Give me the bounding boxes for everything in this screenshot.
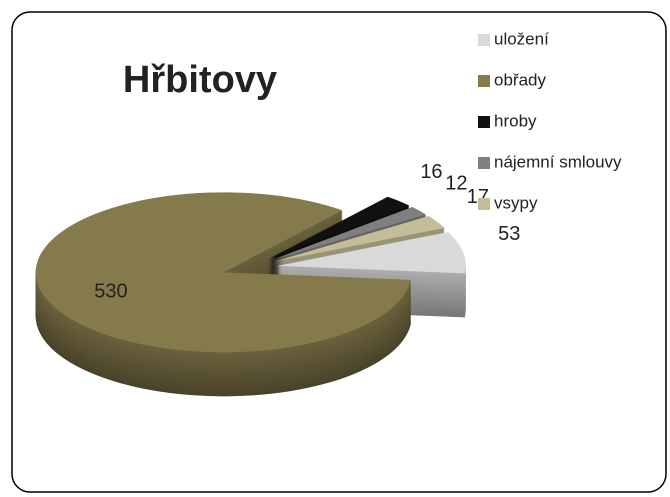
legend-label: vsypy — [494, 193, 538, 212]
legend-swatch — [478, 157, 490, 169]
chart-title: Hřbitovy — [123, 59, 277, 101]
data-label: 530 — [94, 281, 127, 303]
legend-swatch — [478, 198, 490, 210]
legend-label: nájemní smlouvy — [494, 152, 622, 171]
legend-swatch — [478, 34, 490, 46]
data-label: 53 — [498, 223, 520, 245]
slice — [268, 196, 410, 259]
legend-label: obřady — [494, 70, 546, 89]
legend-label: hroby — [494, 111, 537, 130]
slice — [277, 232, 466, 274]
slice — [35, 192, 411, 353]
legend-label: uložení — [494, 29, 549, 48]
slice — [271, 206, 427, 261]
legend-swatch — [478, 75, 490, 87]
data-label: 16 — [420, 161, 442, 183]
pie-tops — [35, 192, 466, 353]
legend-swatch — [478, 116, 490, 128]
data-label: 12 — [445, 173, 467, 195]
slice — [274, 216, 445, 262]
